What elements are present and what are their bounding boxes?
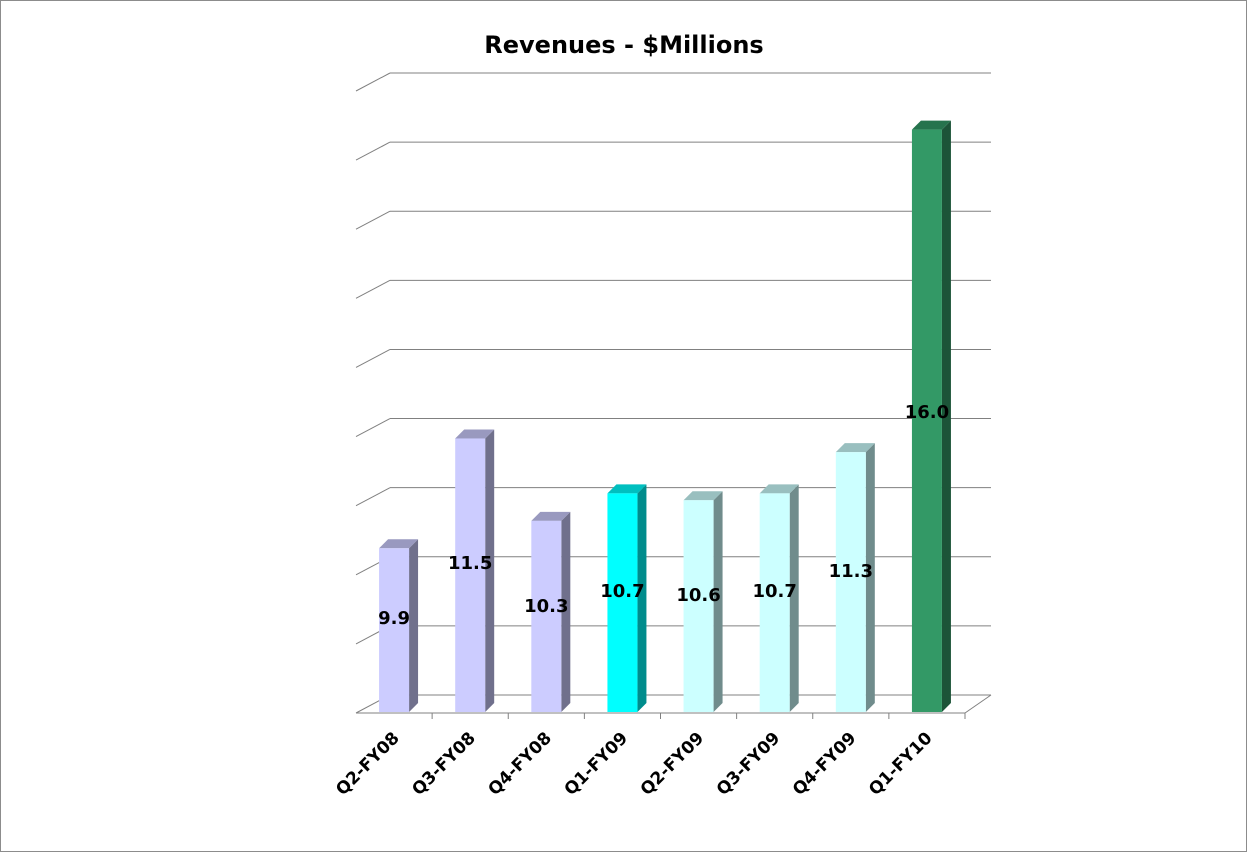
- data-label: 10.7: [752, 581, 796, 602]
- x-tick-label: Q1-FY09: [561, 728, 632, 799]
- data-label: 10.7: [600, 581, 644, 602]
- x-axis-depth-line: [964, 694, 992, 714]
- gridline-diagonal: [355, 349, 391, 368]
- bar-side: [637, 484, 647, 712]
- bar-q4-fy09: [835, 452, 866, 712]
- data-label: 10.3: [524, 596, 568, 617]
- bar-top: [455, 429, 495, 439]
- gridline-diagonal: [355, 141, 391, 161]
- x-tick-label: Q3-FY09: [713, 728, 784, 799]
- bar-side: [409, 539, 419, 712]
- gridline-diagonal: [355, 210, 391, 230]
- bar-q3-fy09: [759, 493, 790, 712]
- data-label: 11.5: [448, 553, 492, 574]
- bar-side: [789, 484, 799, 712]
- bar-top: [759, 484, 799, 494]
- gridline-diagonal: [355, 279, 391, 299]
- bar-side: [941, 120, 951, 712]
- data-labels: 9.9 11.5 10.3 10.7 10.6 10.7 11.3 16.0: [378, 402, 949, 629]
- x-tick-label: Q1-FY10: [865, 728, 936, 799]
- bar-q2-fy09: [683, 500, 714, 712]
- bar-side: [865, 443, 875, 712]
- bar-q1-fy10: [911, 129, 942, 712]
- data-label: 9.9: [378, 608, 410, 629]
- bar-q4-fy08: [531, 520, 562, 712]
- bars: [379, 120, 951, 712]
- x-tick-label: Q2-FY08: [332, 728, 403, 799]
- x-tick-label: Q2-FY09: [637, 728, 708, 799]
- x-tick-labels: Q2-FY08 Q3-FY08 Q4-FY08 Q1-FY09 Q2-FY09 Q3-FY…: [332, 713, 966, 800]
- bar-top: [683, 491, 723, 501]
- bar-top: [531, 511, 571, 521]
- bar-q3-fy08: [455, 438, 486, 712]
- bar-top: [835, 443, 875, 453]
- chart-title: Revenues - $Millions: [484, 31, 763, 59]
- gridlines: [355, 72, 992, 714]
- gridline-diagonal: [355, 72, 391, 92]
- bar-side: [485, 429, 495, 712]
- gridline-diagonal: [355, 487, 391, 507]
- bar-top: [379, 539, 419, 549]
- data-label: 11.3: [829, 561, 873, 582]
- bar-side: [713, 491, 723, 712]
- data-label: 10.6: [676, 585, 720, 606]
- x-tick-label: Q3-FY08: [408, 728, 479, 799]
- bar-side: [561, 511, 571, 712]
- x-tick-label: Q4-FY09: [789, 728, 860, 799]
- gridline-diagonal: [355, 418, 391, 437]
- x-tick-label: Q4-FY08: [484, 728, 555, 799]
- bar-q1-fy09: [607, 493, 638, 712]
- bar-top: [911, 120, 951, 130]
- data-label: 16.0: [905, 402, 949, 423]
- bar-q2-fy08: [379, 548, 410, 712]
- bar-top: [607, 484, 647, 494]
